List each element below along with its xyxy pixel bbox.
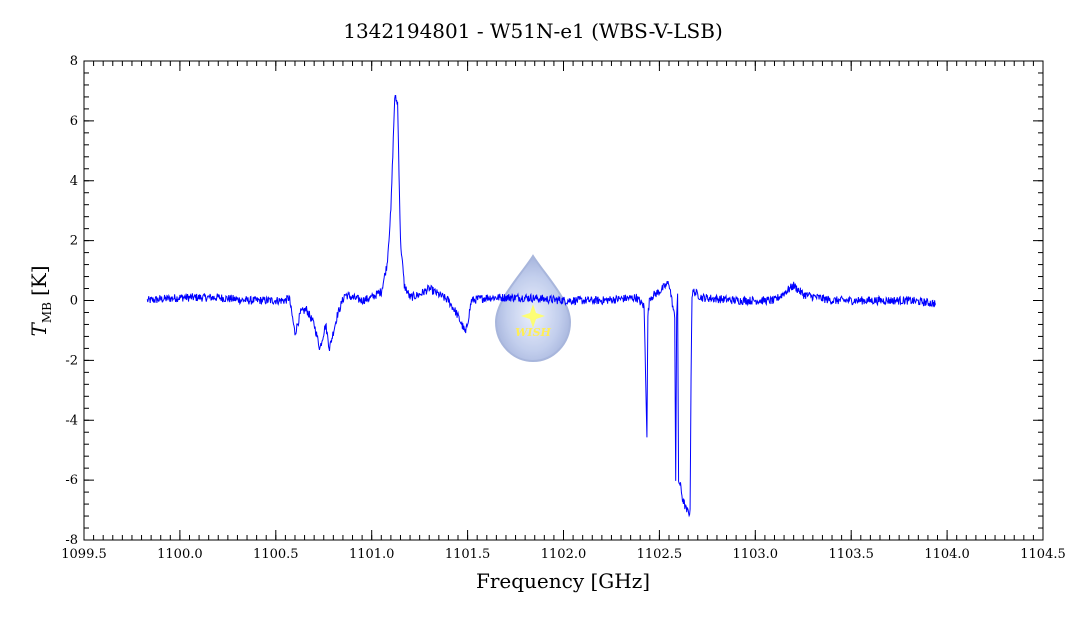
y-tick-label: -4: [65, 413, 78, 428]
y-tick-label: -8: [65, 533, 78, 548]
x-axis-label: Frequency [GHz]: [476, 569, 650, 593]
x-tick-label: 1102.0: [541, 547, 587, 562]
y-tick-label: 2: [70, 234, 78, 249]
x-tick-label: 1101.0: [349, 547, 395, 562]
chart-title: 1342194801 - W51N-e1 (WBS-V-LSB): [343, 19, 723, 43]
x-tick-label: 1104.0: [924, 547, 970, 562]
y-tick-label: 4: [70, 174, 78, 189]
x-tick-label: 1100.5: [253, 547, 299, 562]
y-tick-label: 8: [70, 54, 78, 69]
star-sparkle-icon: [521, 304, 545, 328]
y-axis-label: TMB [K]: [27, 266, 54, 337]
y-tick-label: 0: [70, 294, 78, 309]
y-axis-label-unit: [K]: [27, 266, 51, 297]
y-axis-label-sub: MB: [40, 302, 54, 323]
wish-logo: WISH: [494, 254, 572, 363]
x-tick-label: 1101.5: [445, 547, 491, 562]
logo-text: WISH: [515, 326, 551, 339]
x-tick-label: 1104.5: [1020, 547, 1066, 562]
x-tick-label: 1099.5: [61, 547, 107, 562]
x-tick-label: 1102.5: [637, 547, 683, 562]
x-tick-label: 1103.0: [733, 547, 779, 562]
spectrum-line: [146, 94, 937, 518]
x-tick-label: 1100.0: [157, 547, 203, 562]
y-tick-label: 6: [70, 114, 78, 129]
y-tick-label: -6: [65, 473, 78, 488]
y-axis-label-main: T: [27, 322, 51, 337]
y-tick-label: -2: [65, 353, 78, 368]
x-tick-label: 1103.5: [828, 547, 874, 562]
